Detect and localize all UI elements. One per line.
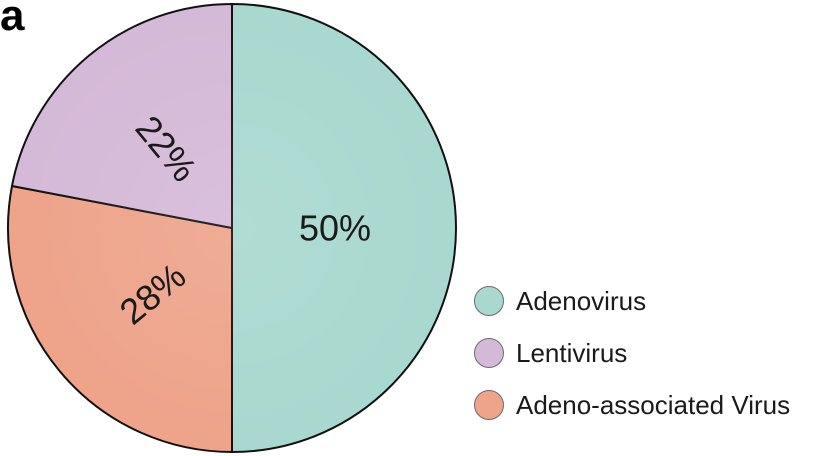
pie-slice-label-adenovirus: 50% [299, 208, 371, 249]
pie-slice-adeno-associated-virus [7, 185, 233, 453]
legend: Adenovirus Lentivirus Adeno-associated V… [474, 282, 790, 438]
legend-item-adeno-associated-virus: Adeno-associated Virus [474, 386, 790, 424]
legend-item-adenovirus: Adenovirus [474, 282, 790, 320]
pie-slices [7, 3, 457, 453]
legend-label-lentivirus: Lentivirus [516, 337, 628, 368]
legend-swatch-adenovirus [474, 286, 504, 316]
legend-swatch-lentivirus [474, 338, 504, 368]
legend-label-adeno-associated-virus: Adeno-associated Virus [516, 389, 791, 420]
legend-swatch-adeno-associated-virus [474, 390, 504, 420]
legend-label-adenovirus: Adenovirus [516, 285, 647, 316]
legend-item-lentivirus: Lentivirus [474, 334, 790, 372]
